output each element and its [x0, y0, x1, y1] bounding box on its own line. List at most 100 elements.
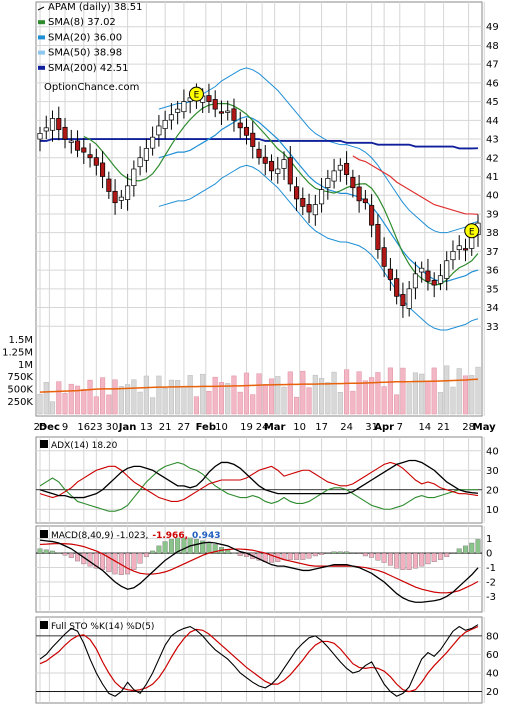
macd-histogram-bar [131, 552, 137, 570]
volume-bar [275, 376, 281, 415]
volume-bar [175, 380, 181, 415]
volume-bar [281, 386, 287, 415]
earnings-marker-label: E [194, 91, 200, 101]
price-y-tick-label: 43 [486, 135, 499, 146]
price-y-axis: 33 34 35 36 37 38 39 40 41 42 43 44 45 46 47 48 49 [486, 22, 499, 333]
volume-bar [312, 374, 318, 415]
bollinger-lower-line [158, 164, 479, 331]
price-y-tick-label: 49 [486, 22, 499, 33]
volume-bar [319, 378, 325, 415]
candle-body [150, 136, 156, 149]
macd-histogram-bar [294, 552, 300, 560]
macd-label: MACD(8,40,9) -1.023, -1.966, 0.943 [51, 531, 220, 541]
legend-swatch [38, 35, 45, 40]
volume-y-tick-label: 500K [7, 385, 33, 396]
x-tick-label: 24 [256, 422, 269, 433]
price-y-tick-label: 35 [486, 284, 499, 295]
stochastic-label: Full STO %K(14) %D(5) [51, 622, 154, 632]
x-tick-label: 27 [178, 422, 191, 433]
volume-bar [356, 371, 362, 415]
volume-bar [369, 377, 375, 415]
volume-bar [131, 379, 137, 415]
volume-bar [437, 392, 444, 415]
volume-bar [419, 373, 425, 415]
volume-bar [231, 375, 237, 415]
volume-bar [112, 379, 118, 415]
macd-histogram-bar [475, 539, 481, 554]
candle-body [356, 186, 362, 202]
legend-entry-label: SMA(8) 37.02 [48, 17, 116, 28]
macd-histogram-bar [431, 552, 437, 562]
candle-body [237, 122, 243, 129]
stochastic-d-line [39, 626, 479, 693]
macd-histogram-bar [62, 552, 68, 556]
candle-body [43, 127, 49, 132]
volume-bar [394, 394, 400, 415]
price-y-tick-label: 48 [486, 41, 499, 52]
macd-line [39, 539, 479, 603]
earnings-marker [464, 223, 480, 239]
volume-bar [237, 391, 243, 415]
candle-body [444, 260, 450, 279]
volume-bar [200, 373, 206, 415]
volume-bar [425, 381, 431, 415]
legend-swatch [37, 6, 45, 11]
macd-histogram-bar [444, 552, 450, 557]
plus-di-line [39, 461, 478, 512]
price-indicator-lines [40, 67, 479, 331]
volume-bar [268, 378, 275, 415]
macd-histogram-bar [387, 552, 393, 566]
candle-body [175, 108, 181, 113]
sto-grid-y-tick-label: 20 [486, 687, 499, 698]
x-tick-label: 24 [340, 422, 353, 433]
macd-histogram-bar [68, 552, 74, 558]
candle-body [337, 164, 343, 171]
candle-body [225, 110, 231, 113]
volume-y-tick-label: 1M [18, 360, 33, 371]
candle-body [118, 196, 124, 201]
candle-body [319, 189, 325, 205]
candle-body [106, 178, 112, 192]
macd-legend-swatch [40, 530, 48, 538]
macd-histogram-bar [162, 541, 168, 554]
adx-grid-y-tick-label: 40 [486, 446, 499, 457]
macd-histogram-bar [337, 551, 343, 554]
macd-y-axis: 1 0 -1 -2 -3 [486, 534, 496, 603]
candle-body [425, 270, 431, 282]
volume-bar [337, 392, 343, 415]
candle-body [93, 157, 99, 166]
macd-histogram-bar [93, 552, 99, 569]
candle-body [181, 101, 187, 113]
macd-histogram-bar [206, 542, 212, 554]
macd-histogram-bar [437, 552, 443, 560]
macd-histogram-bar [87, 552, 93, 567]
price-y-tick-label: 33 [486, 322, 499, 333]
candle-body [462, 248, 469, 251]
earnings-marker [188, 86, 204, 102]
macd-signal-line [39, 542, 479, 594]
macd-histogram-bar [381, 552, 387, 563]
macd-histogram-bar [175, 537, 181, 554]
candle-body [456, 245, 462, 250]
candle-body [37, 133, 43, 140]
macd-grid-y-tick-label: -3 [486, 592, 496, 603]
macd-histogram-bar [425, 552, 431, 565]
candle-body [293, 186, 300, 200]
volume-bar [193, 396, 199, 415]
volume-bar [43, 382, 49, 415]
price-y-tick-label: 39 [486, 209, 499, 220]
stochastic-legend-swatch [40, 621, 48, 629]
candle-body [100, 162, 106, 177]
candle-body [412, 273, 418, 289]
candle-body [131, 168, 137, 186]
macd-histogram-bar [200, 540, 206, 554]
candle-body [419, 267, 425, 273]
candle-body [375, 223, 381, 250]
bollinger-upper-line [158, 67, 479, 234]
volume-bar [262, 384, 268, 415]
adx-panel-frame [35, 436, 483, 524]
candle-body [431, 280, 437, 286]
